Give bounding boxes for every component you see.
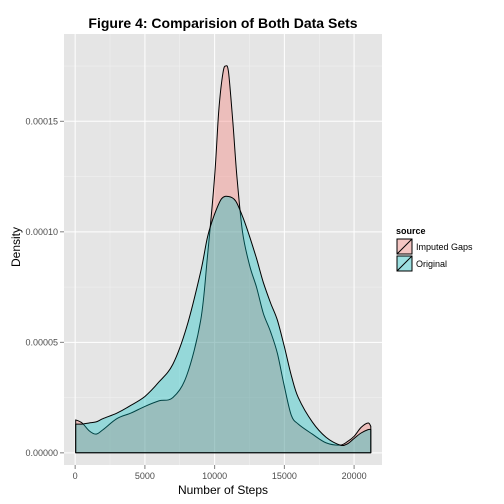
legend-label: Imputed Gaps <box>416 242 473 252</box>
legend: source Imputed Gaps Original <box>395 226 473 273</box>
y-tick-label: 0.00015 <box>25 116 58 126</box>
plot-panel <box>64 34 382 465</box>
x-tick-label: 20000 <box>342 471 367 481</box>
x-tick-label: 15000 <box>272 471 297 481</box>
y-tick-label: 0.00005 <box>25 337 58 347</box>
legend-title: source <box>396 226 426 236</box>
legend-items: Imputed Gaps Original <box>395 237 473 273</box>
density-areas <box>75 65 372 454</box>
legend-label: Original <box>416 259 447 269</box>
minor-gridlines <box>64 34 382 465</box>
x-tick-label: 0 <box>73 471 78 481</box>
density-area-imputed-gaps <box>75 65 372 454</box>
y-tick-label: 0.00000 <box>25 448 58 458</box>
x-axis-label: Number of Steps <box>178 483 268 497</box>
x-tick-label: 5000 <box>135 471 155 481</box>
density-area-original <box>75 195 372 454</box>
chart-title: Figure 4: Comparision of Both Data Sets <box>88 15 357 31</box>
y-axis-label: Density <box>9 227 23 267</box>
legend-key-slash <box>396 255 413 272</box>
y-axis: 0.00000 0.00005 0.00010 0.00015 <box>25 116 64 458</box>
x-tick-label: 10000 <box>202 471 227 481</box>
x-axis: 0 5000 10000 15000 20000 <box>73 465 367 481</box>
legend-key-slash <box>396 238 413 255</box>
y-tick-label: 0.00010 <box>25 227 58 237</box>
